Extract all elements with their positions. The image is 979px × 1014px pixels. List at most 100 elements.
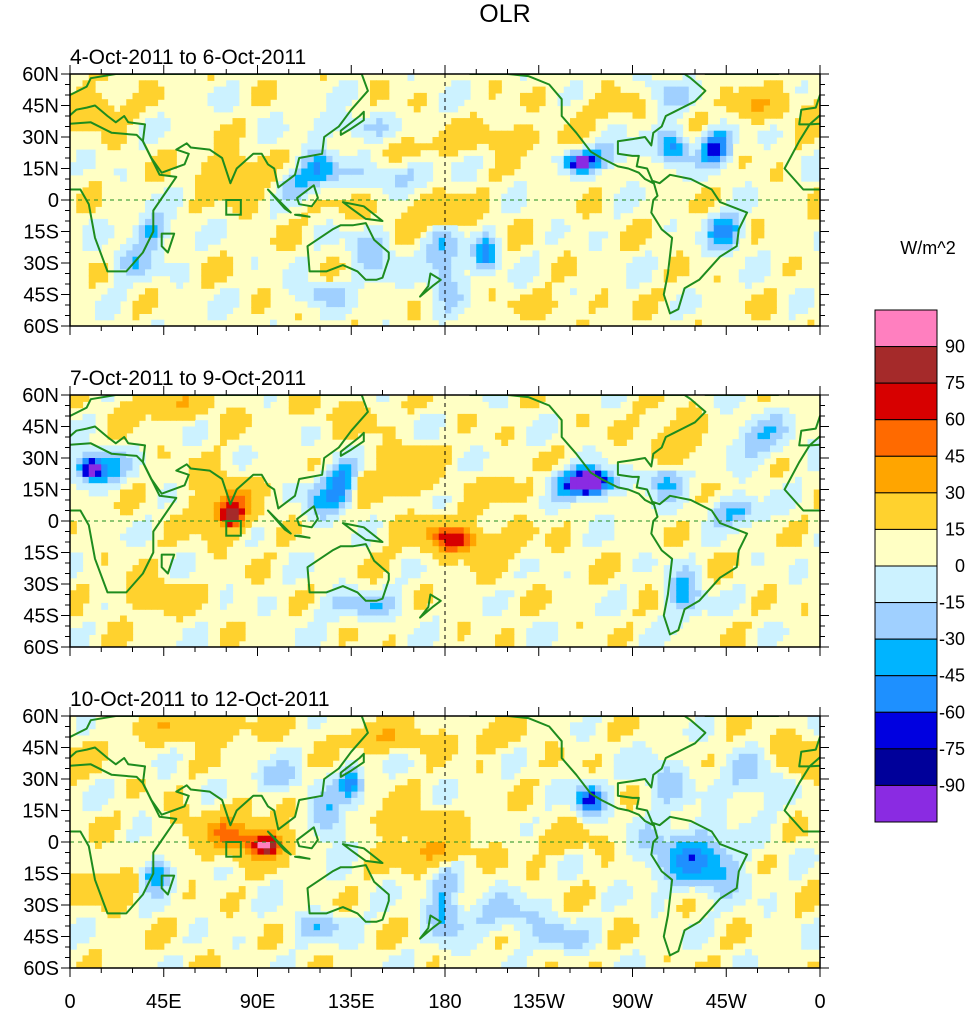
anomaly-cell <box>595 162 602 170</box>
anomaly-cell <box>213 476 221 484</box>
anomaly-cell <box>82 155 90 163</box>
anomaly-cell <box>401 237 409 245</box>
anomaly-cell <box>338 596 346 604</box>
anomaly-cell <box>351 86 359 94</box>
anomaly-cell <box>763 86 771 94</box>
anomaly-cell <box>170 206 177 214</box>
anomaly-cell <box>382 596 390 604</box>
anomaly-cell <box>395 577 402 585</box>
anomaly-cell <box>76 558 84 566</box>
anomaly-cell <box>438 294 446 302</box>
anomaly-cell <box>738 92 746 100</box>
anomaly-cell <box>507 193 515 201</box>
anomaly-cell <box>407 640 415 647</box>
anomaly-cell <box>351 458 359 465</box>
anomaly-cell <box>395 269 402 277</box>
anomaly-cell <box>145 174 152 182</box>
anomaly-cell <box>245 193 252 201</box>
anomaly-cell <box>732 640 740 647</box>
anomaly-cell <box>532 99 540 107</box>
anomaly-cell <box>588 571 596 579</box>
anomaly-cell <box>576 319 584 326</box>
anomaly-cell <box>138 237 146 245</box>
anomaly-cell <box>238 181 246 188</box>
anomaly-cell <box>82 92 90 100</box>
anomaly-cell <box>357 464 365 472</box>
anomaly-cell <box>413 590 421 598</box>
anomaly-cell <box>95 873 102 881</box>
anomaly-cell <box>163 917 171 925</box>
anomaly-cell <box>288 558 296 566</box>
anomaly-cell <box>432 451 440 459</box>
anomaly-cell <box>720 137 727 144</box>
anomaly-cell <box>138 130 146 138</box>
anomaly-cell <box>407 168 415 176</box>
anomaly-cell <box>551 300 559 308</box>
anomaly-cell <box>651 483 659 491</box>
anomaly-cell <box>582 458 590 465</box>
anomaly-cell <box>76 149 84 157</box>
anomaly-cell <box>195 590 202 598</box>
anomaly-cell <box>476 231 484 239</box>
anomaly-cell <box>670 558 677 566</box>
coastline <box>339 431 365 457</box>
anomaly-cell <box>726 508 734 516</box>
anomaly-cell <box>695 432 702 440</box>
anomaly-cell <box>70 942 77 950</box>
anomaly-cell <box>470 508 477 516</box>
anomaly-cell <box>726 527 734 535</box>
anomaly-cell <box>70 760 77 767</box>
anomaly-cell <box>301 565 309 572</box>
anomaly-cell <box>513 533 521 541</box>
anomaly-cell <box>507 628 515 635</box>
anomaly-cell <box>163 483 171 491</box>
anomaly-cell <box>163 760 171 767</box>
anomaly-cell <box>251 502 259 509</box>
anomaly-cell <box>126 779 134 786</box>
anomaly-cell <box>651 596 659 604</box>
anomaly-cell <box>763 263 771 270</box>
anomaly-cell <box>782 92 790 100</box>
anomaly-cell <box>545 237 552 245</box>
anomaly-cell <box>357 206 365 214</box>
anomaly-cell <box>670 489 677 497</box>
anomaly-cell <box>701 483 709 491</box>
anomaly-cell <box>657 149 665 157</box>
anomaly-cell <box>395 521 402 528</box>
anomaly-cell <box>270 602 277 610</box>
anomaly-cell <box>657 111 665 119</box>
anomaly-cell <box>138 867 146 875</box>
anomaly-cell <box>70 571 77 579</box>
anomaly-cell <box>620 420 627 428</box>
anomaly-cell <box>463 464 471 472</box>
anomaly-cell <box>151 722 159 730</box>
anomaly-cell <box>82 237 90 245</box>
anomaly-cell <box>213 237 221 245</box>
anomaly-cell <box>195 432 202 440</box>
anomaly-cell <box>626 143 634 151</box>
anomaly-cell <box>345 168 352 176</box>
anomaly-cell <box>726 495 734 503</box>
anomaly-cell <box>457 86 465 94</box>
anomaly-cell <box>326 118 334 125</box>
anomaly-cell <box>345 237 352 245</box>
anomaly-cell <box>776 174 784 182</box>
anomaly-cell <box>457 420 465 428</box>
anomaly-cell <box>457 413 465 421</box>
anomaly-cell <box>113 281 121 289</box>
anomaly-cell <box>813 539 820 547</box>
anomaly-cell <box>507 168 515 176</box>
anomaly-cell <box>195 483 202 491</box>
anomaly-cell <box>163 533 171 541</box>
anomaly-cell <box>563 263 571 270</box>
anomaly-cell <box>595 527 602 535</box>
anomaly-cell <box>770 489 777 497</box>
anomaly-cell <box>445 300 452 308</box>
anomaly-cell <box>663 86 671 94</box>
anomaly-cell <box>726 250 734 258</box>
anomaly-cell <box>726 155 734 163</box>
anomaly-cell <box>395 155 402 163</box>
anomaly-cell <box>813 439 820 446</box>
anomaly-cell <box>670 571 677 579</box>
anomaly-cell <box>713 533 721 541</box>
